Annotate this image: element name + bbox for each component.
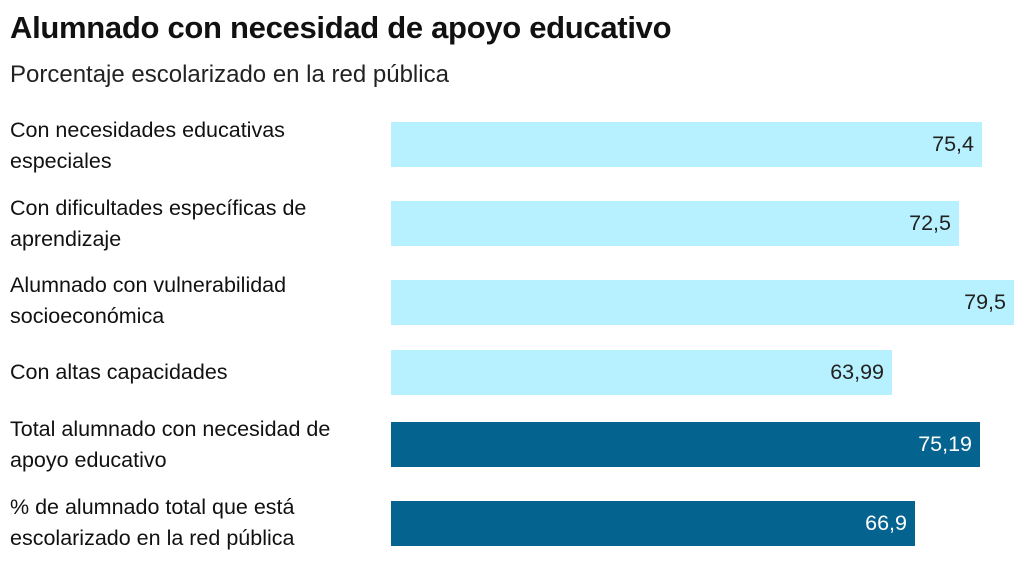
- bar: 72,5: [391, 201, 959, 246]
- chart-subtitle: Porcentaje escolarizado en la red públic…: [10, 61, 449, 88]
- data-label: 79,5: [964, 290, 1006, 314]
- category-label: Con dificultades específicas de aprendiz…: [10, 196, 307, 251]
- category-label: Con necesidades educativas especiales: [10, 118, 285, 173]
- data-label: 75,19: [918, 432, 972, 456]
- bar: 79,5: [391, 280, 1014, 325]
- bar: 75,4: [391, 122, 982, 167]
- category-label: % de alumnado total que está escolarizad…: [10, 495, 295, 550]
- data-label: 63,99: [830, 360, 884, 384]
- category-label: Con altas capacidades: [10, 360, 228, 384]
- data-label: 72,5: [909, 211, 951, 235]
- category-label: Alumnado con vulnerabilidad socioeconómi…: [10, 273, 287, 328]
- category-label: Total alumnado con necesidad de apoyo ed…: [10, 417, 331, 472]
- data-label: 75,4: [932, 132, 974, 156]
- bar: 75,19: [391, 422, 980, 467]
- chart-title: Alumnado con necesidad de apoyo educativ…: [10, 10, 672, 45]
- bar: 66,9: [391, 501, 915, 546]
- bar: 63,99: [391, 350, 892, 395]
- data-label: 66,9: [865, 511, 907, 535]
